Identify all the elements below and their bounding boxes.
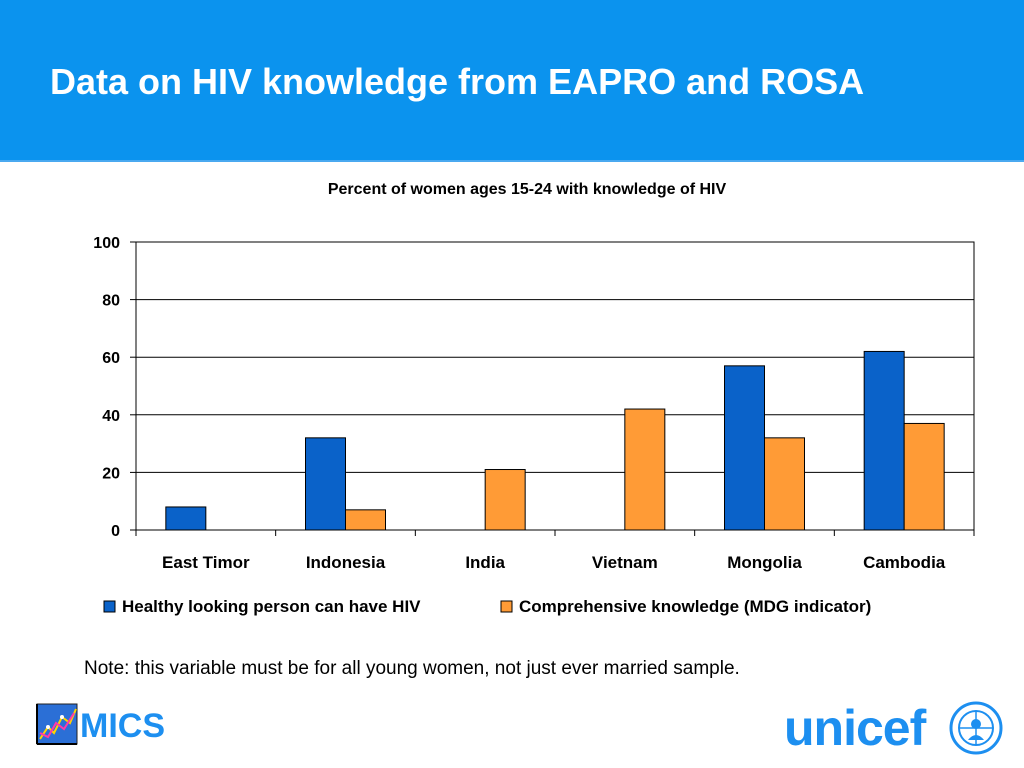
x-tick-label: Cambodia bbox=[863, 553, 946, 572]
legend-label-2: Comprehensive knowledge (MDG indicator) bbox=[519, 597, 871, 616]
y-tick-label: 40 bbox=[102, 408, 120, 425]
unicef-logo-text: unicef bbox=[784, 700, 926, 756]
x-tick-label: Mongolia bbox=[727, 553, 802, 572]
mics-chart-icon bbox=[36, 703, 78, 745]
y-tick-label: 0 bbox=[111, 523, 120, 540]
y-tick-label: 80 bbox=[102, 293, 120, 310]
bar-healthy-looking-mongolia bbox=[724, 365, 765, 531]
y-tick-label: 100 bbox=[93, 235, 120, 252]
y-tick-label: 20 bbox=[102, 465, 120, 482]
bar-healthy-looking-cambodia bbox=[863, 350, 905, 531]
bar-comprehensive-cambodia bbox=[903, 422, 945, 531]
plot-border bbox=[135, 241, 975, 531]
bar-comprehensive-mongolia bbox=[764, 437, 805, 531]
footnote: Note: this variable must be for all youn… bbox=[84, 658, 740, 679]
bar-healthy-looking-indonesia bbox=[305, 437, 346, 531]
bar-healthy-looking-east-timor bbox=[165, 506, 207, 531]
bar-comprehensive-indonesia bbox=[345, 509, 386, 531]
bar-chart: Percent of women ages 15-24 with knowled… bbox=[93, 181, 975, 616]
slide-title: Data on HIV knowledge from EAPRO and ROS… bbox=[50, 61, 865, 102]
x-tick-label: East Timor bbox=[162, 553, 250, 572]
bar-comprehensive-vietnam bbox=[624, 408, 666, 531]
x-tick-label: Indonesia bbox=[306, 553, 386, 572]
plot-area: 0 20 40 60 80 100 East Timor Indonesia India Viet… bbox=[93, 235, 975, 572]
legend-swatch-1 bbox=[103, 600, 116, 613]
unicef-emblem-icon bbox=[949, 701, 1003, 755]
bar-comprehensive-india bbox=[484, 469, 526, 531]
x-tick-label: India bbox=[465, 553, 505, 572]
legend-label-1: Healthy looking person can have HIV bbox=[122, 597, 421, 616]
unicef-logo: unicef bbox=[784, 698, 1010, 758]
y-tick-label: 60 bbox=[102, 350, 120, 367]
chart-legend: Healthy looking person can have HIV Compr… bbox=[103, 597, 871, 616]
mics-logo-text: MICS bbox=[80, 707, 165, 745]
title-banner: Data on HIV knowledge from EAPRO and ROS… bbox=[0, 0, 1024, 162]
x-tick-label: Vietnam bbox=[592, 553, 658, 572]
chart-title: Percent of women ages 15-24 with knowled… bbox=[328, 181, 727, 198]
mics-logo: MICS bbox=[36, 703, 186, 751]
legend-swatch-2 bbox=[500, 600, 513, 613]
